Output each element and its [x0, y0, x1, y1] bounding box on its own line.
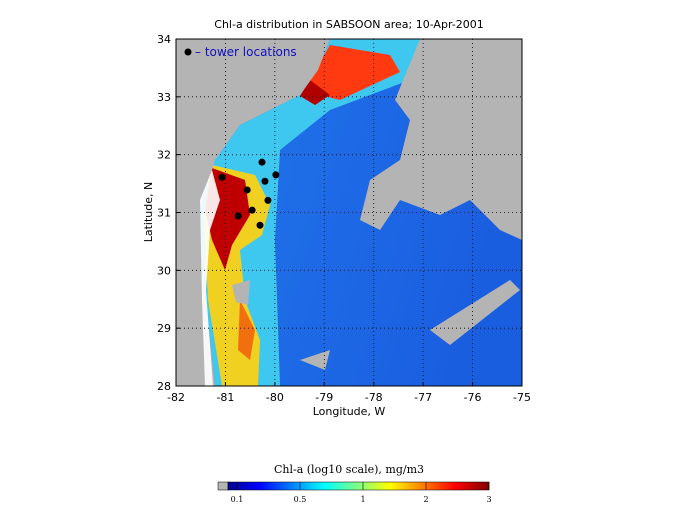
tower-marker — [272, 171, 280, 179]
y-tick-label: 31 — [157, 207, 171, 220]
axes — [175, 38, 523, 387]
legend-marker — [184, 48, 192, 56]
x-tick-label: -80 — [266, 391, 284, 404]
legend-text: – tower locations — [195, 45, 297, 59]
x-tick-label: -78 — [365, 391, 383, 404]
colorbar — [227, 481, 490, 491]
y-tick-label: 34 — [157, 33, 171, 46]
x-tick-label: -79 — [315, 391, 333, 404]
map-title: Chl-a distribution in SABSOON area; 10-A… — [214, 18, 483, 31]
colorbar-nodata — [217, 481, 229, 491]
x-tick-label: -77 — [414, 391, 432, 404]
y-axis-label: Latitude, N — [142, 182, 155, 243]
x-tick-label: -82 — [167, 391, 185, 404]
colorbar-tick-label: 0.1 — [231, 495, 244, 504]
tower-marker — [248, 206, 256, 214]
tower-marker — [256, 221, 264, 229]
tower-marker — [234, 212, 242, 220]
x-axis-label: Longitude, W — [313, 405, 386, 418]
tower-marker — [218, 173, 226, 181]
y-tick-label: 29 — [157, 322, 171, 335]
y-tick-label: 33 — [157, 91, 171, 104]
x-tick-label: -76 — [464, 391, 482, 404]
y-tick-label: 30 — [157, 264, 171, 277]
tower-marker — [264, 196, 272, 204]
x-tick-label: -75 — [513, 391, 531, 404]
y-tick-label: 32 — [157, 149, 171, 162]
colorbar-label: Chl-a (log10 scale), mg/m3 — [274, 463, 424, 476]
tower-marker — [243, 186, 251, 194]
plot-frame — [175, 38, 523, 387]
colorbar-tick-label: 0.5 — [294, 495, 307, 504]
colorbar-tick-label: 3 — [486, 495, 491, 504]
y-tick-label: 28 — [157, 380, 171, 393]
tower-marker — [258, 158, 266, 166]
colorbar-tick-label: 1 — [360, 495, 365, 504]
x-tick-label: -81 — [216, 391, 234, 404]
tower-marker — [261, 177, 269, 185]
colorbar-tick-label: 2 — [423, 495, 428, 504]
